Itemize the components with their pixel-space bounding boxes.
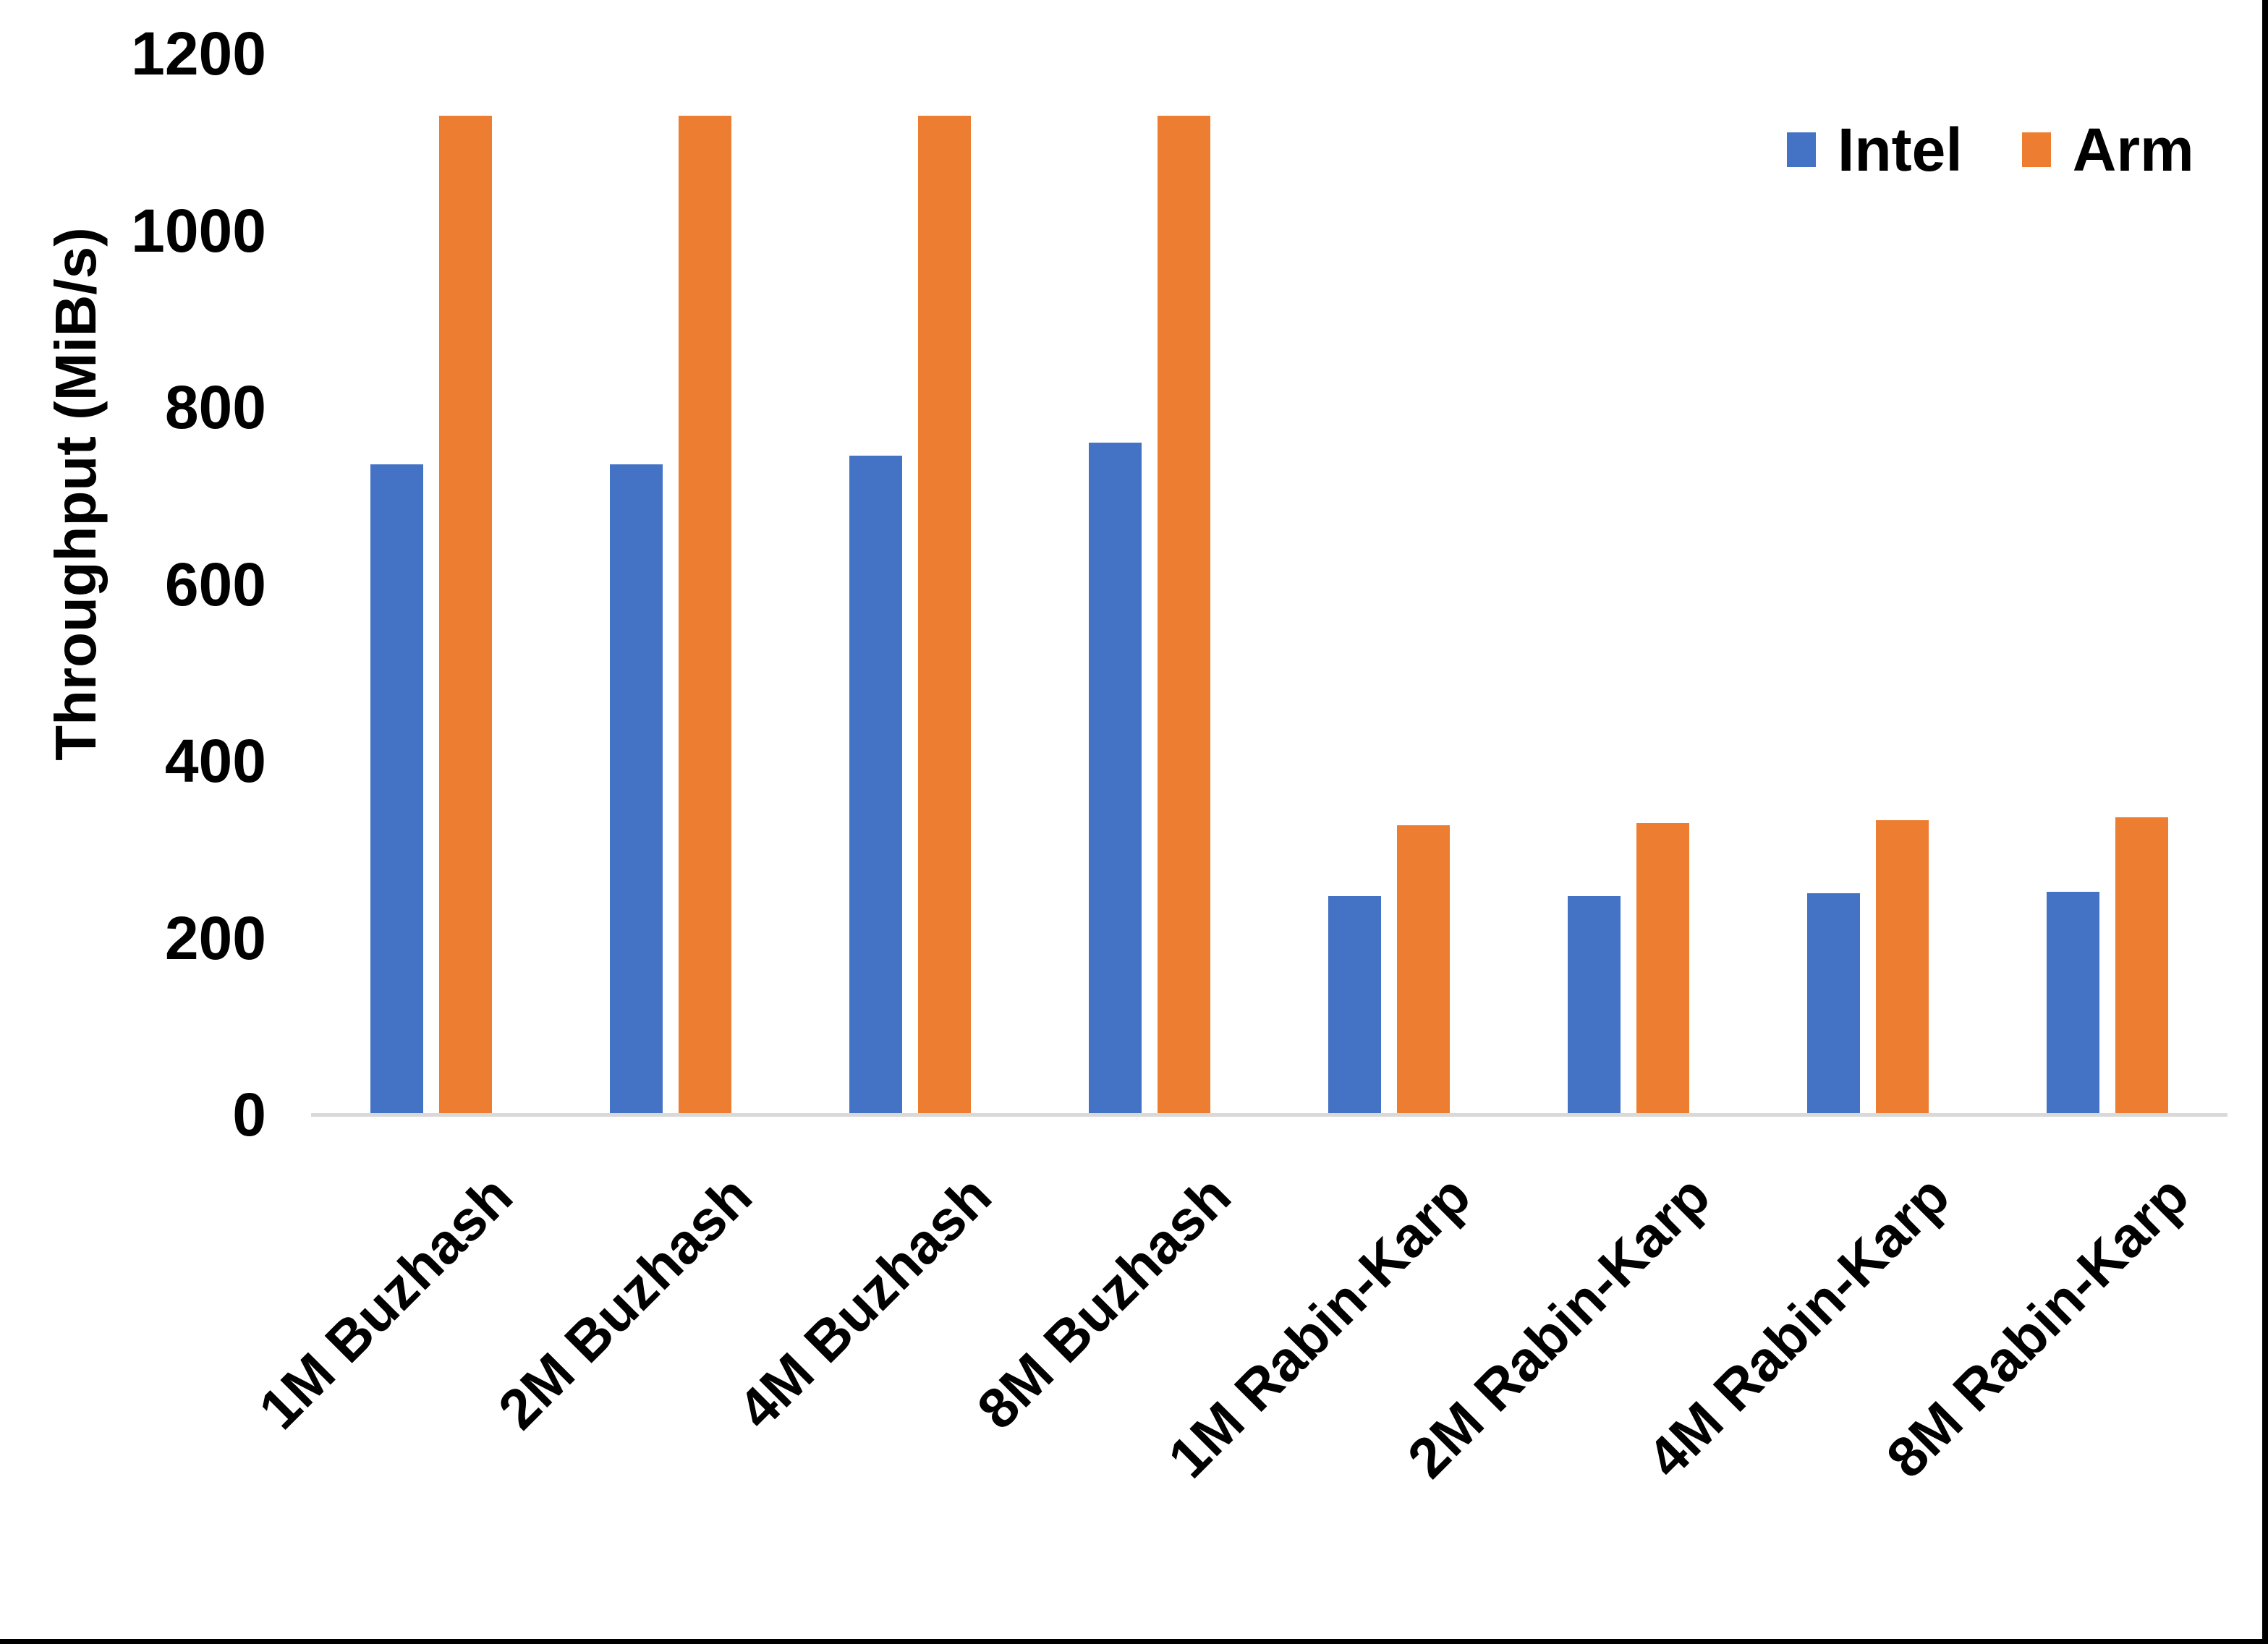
y-axis-title: Throughput (MiB/s) — [43, 227, 108, 761]
bar-arm-4m-rabin-karp — [1876, 820, 1929, 1115]
x-label-8m-buzhash: 8M Buzhash — [964, 1163, 1243, 1441]
bar-arm-8m-buzhash — [1157, 116, 1210, 1115]
x-label-4m-buzhash: 4M Buzhash — [725, 1163, 1003, 1441]
bar-arm-8m-rabin-karp — [2115, 817, 2169, 1115]
bar-group-8m-buzhash — [1029, 54, 1269, 1115]
legend-item-intel: Intel — [1787, 119, 1963, 180]
slide-border-bottom — [0, 1639, 2268, 1644]
bar-intel-4m-rabin-karp — [1807, 893, 1861, 1115]
y-tick-label-0: 0 — [232, 1081, 266, 1149]
bar-group-4m-rabin-karp — [1749, 54, 1988, 1115]
y-tick-label-600: 600 — [164, 550, 266, 618]
legend-swatch-intel — [1787, 132, 1816, 167]
bar-group-1m-buzhash — [311, 54, 551, 1115]
y-tick-label-1200: 1200 — [131, 20, 266, 88]
y-tick-label-200: 200 — [164, 903, 266, 972]
bar-intel-8m-buzhash — [1088, 443, 1142, 1115]
x-axis-line — [311, 1113, 2227, 1117]
bar-arm-1m-buzhash — [438, 116, 492, 1115]
x-label-2m-buzhash: 2M Buzhash — [485, 1163, 764, 1441]
bar-intel-1m-buzhash — [370, 464, 423, 1115]
bar-group-8m-rabin-karp — [1988, 54, 2227, 1115]
legend-label-intel: Intel — [1838, 116, 1963, 184]
bar-arm-2m-buzhash — [678, 116, 731, 1115]
bar-arm-1m-rabin-karp — [1397, 825, 1451, 1115]
slide-border-right — [2262, 0, 2268, 1644]
bar-group-4m-buzhash — [790, 54, 1029, 1115]
y-tick-label-1000: 1000 — [131, 196, 266, 265]
y-tick-label-400: 400 — [164, 727, 266, 795]
legend-item-arm: Arm — [2021, 116, 2194, 184]
legend: Intel Arm — [1787, 110, 2194, 189]
legend-swatch-arm — [2021, 132, 2051, 167]
x-label-1m-buzhash: 1M Buzhash — [246, 1163, 524, 1441]
bar-intel-1m-rabin-karp — [1328, 896, 1382, 1115]
bar-group-2m-buzhash — [551, 54, 790, 1115]
plot-area — [311, 54, 2227, 1115]
legend-label-arm: Arm — [2072, 116, 2194, 184]
bar-intel-4m-buzhash — [849, 456, 902, 1115]
bar-arm-4m-buzhash — [917, 116, 971, 1115]
bar-intel-2m-rabin-karp — [1568, 896, 1621, 1115]
bar-group-2m-rabin-karp — [1509, 54, 1749, 1115]
bar-arm-2m-rabin-karp — [1636, 823, 1690, 1115]
bar-intel-8m-rabin-karp — [2047, 892, 2100, 1115]
bar-intel-2m-buzhash — [609, 464, 663, 1115]
y-tick-label-800: 800 — [164, 373, 266, 441]
bar-group-1m-rabin-karp — [1270, 54, 1509, 1115]
